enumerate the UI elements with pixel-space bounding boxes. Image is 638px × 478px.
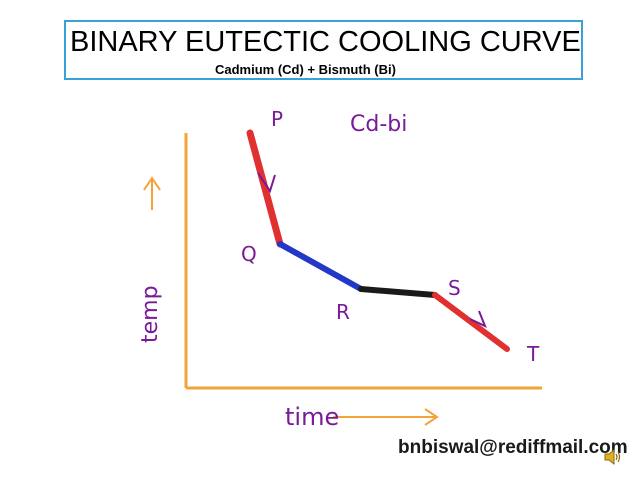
- down-arrow-icon: [257, 172, 276, 194]
- annotation-cd-bi: Cd-bi: [350, 112, 407, 137]
- y-axis-label: temp: [138, 285, 163, 343]
- segment-rs: [358, 286, 438, 298]
- right-arrow-icon: [333, 408, 439, 426]
- cooling-curve-diagram: P Q R S T Cd-bi temp time: [115, 95, 545, 440]
- point-label-t: T: [526, 342, 540, 366]
- segment-qr: [277, 241, 364, 292]
- down-arrow-icon: [469, 310, 487, 328]
- up-arrow-icon: [143, 176, 161, 210]
- author-email: bnbiswal@rediffmail.com: [398, 437, 628, 458]
- speaker-icon[interactable]: [603, 447, 623, 467]
- slide-title: BINARY EUTECTIC COOLING CURVE: [70, 26, 581, 58]
- segment-pq: [246, 129, 284, 248]
- point-label-s: S: [448, 276, 461, 300]
- x-axis-label: time: [285, 403, 339, 431]
- slide-subtitle: Cadmium (Cd) + Bismuth (Bi): [215, 62, 396, 77]
- segment-st: [432, 292, 510, 352]
- point-label-p: P: [271, 107, 283, 131]
- point-label-q: Q: [241, 242, 257, 266]
- title-box: BINARY EUTECTIC COOLING CURVE Cadmium (C…: [64, 20, 583, 80]
- point-label-r: R: [336, 300, 350, 324]
